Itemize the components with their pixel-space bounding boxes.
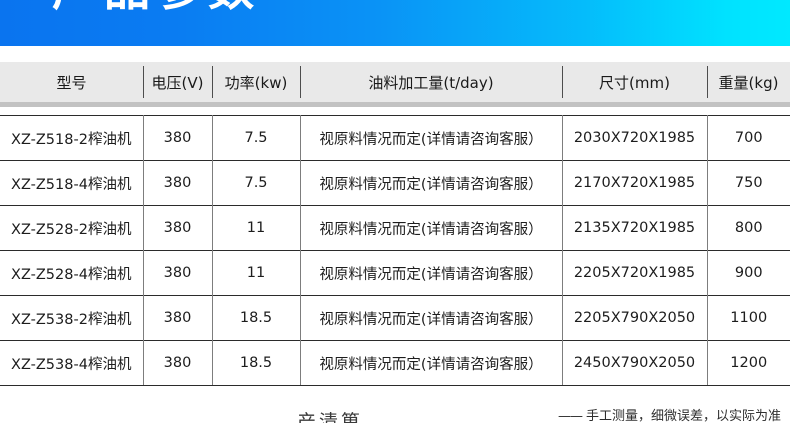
cell-weight: 1200 [707,340,790,386]
header-bottom-gap-cell [0,107,790,116]
column-header-model: 型号 [0,62,143,102]
table-row: XZ-Z518-4榨油机 380 7.5 视原料情况而定(详情请咨询客服） 21… [0,160,790,206]
column-header-size: 尺寸(mm) [562,62,707,102]
cell-weight: 800 [707,205,790,251]
cell-weight: 1100 [707,295,790,341]
cell-model: XZ-Z538-4榨油机 [0,340,144,386]
column-header-weight: 重量(kg) [707,62,790,102]
cell-weight: 700 [707,115,790,161]
cell-size: 2170X720X1985 [562,160,708,206]
cell-voltage: 380 [143,205,213,251]
cell-voltage: 380 [143,295,213,341]
table-row: XZ-Z528-4榨油机 380 11 视原料情况而定(详情请咨询客服） 220… [0,250,790,296]
footer-dash: —— [557,409,583,424]
cell-oil-capacity: 视原料情况而定(详情请咨询客服） [300,295,563,341]
table-row: XZ-Z538-4榨油机 380 18.5 视原料情况而定(详情请咨询客服） 2… [0,340,790,386]
table-row: XZ-Z518-2榨油机 380 7.5 视原料情况而定(详情请咨询客服） 20… [0,115,790,161]
cell-model: XZ-Z538-2榨油机 [0,295,144,341]
column-header-oil-capacity: 油料加工量(t/day) [300,62,562,102]
cell-power: 7.5 [212,160,301,206]
cell-size: 2205X720X1985 [562,250,708,296]
page-title: 产品参数 [52,0,260,12]
spec-table-container: 型号 电压(V) 功率(kw) 油料加工量(t/day) 尺寸(mm) 重量(k… [0,46,790,386]
header-top-spacer-cell [0,46,790,62]
cell-weight: 900 [707,250,790,296]
footer: 产清箅 —— 手工测量，细微误差，以实际为准 [0,398,790,425]
header-underline-bar [0,102,790,107]
cell-voltage: 380 [143,115,213,161]
column-header-voltage: 电压(V) [143,62,212,102]
cell-oil-capacity: 视原料情况而定(详情请咨询客服） [300,340,563,386]
cell-voltage: 380 [143,160,213,206]
cell-size: 2135X720X1985 [562,205,708,251]
cell-model: XZ-Z528-2榨油机 [0,205,144,251]
table-row: XZ-Z528-2榨油机 380 11 视原料情况而定(详情请咨询客服） 213… [0,205,790,251]
cell-power: 11 [212,205,301,251]
cell-size: 2450X790X2050 [562,340,708,386]
cell-power: 11 [212,250,301,296]
cell-weight: 750 [707,160,790,206]
spec-table-body: XZ-Z518-2榨油机 380 7.5 视原料情况而定(详情请咨询客服） 20… [0,115,790,386]
cell-model: XZ-Z518-4榨油机 [0,160,144,206]
cell-size: 2030X720X1985 [562,115,708,161]
header-underline [0,102,790,107]
spec-table: 型号 电压(V) 功率(kw) 油料加工量(t/day) 尺寸(mm) 重量(k… [0,46,790,386]
cell-voltage: 380 [143,250,213,296]
cell-voltage: 380 [143,340,213,386]
footer-note-text: 手工测量，细微误差，以实际为准 [585,409,781,424]
cell-oil-capacity: 视原料情况而定(详情请咨询客服） [300,115,563,161]
cell-power: 18.5 [212,295,301,341]
cell-power: 7.5 [212,115,301,161]
page-banner: 产品参数 [0,0,790,46]
spec-table-header-row: 型号 电压(V) 功率(kw) 油料加工量(t/day) 尺寸(mm) 重量(k… [0,62,790,102]
table-row: XZ-Z538-2榨油机 380 18.5 视原料情况而定(详情请咨询客服） 2… [0,295,790,341]
header-top-spacer [0,46,790,62]
cell-oil-capacity: 视原料情况而定(详情请咨询客服） [300,160,563,206]
cell-oil-capacity: 视原料情况而定(详情请咨询客服） [300,205,563,251]
column-header-power: 功率(kw) [212,62,300,102]
cell-oil-capacity: 视原料情况而定(详情请咨询客服） [300,250,563,296]
cell-model: XZ-Z518-2榨油机 [0,115,144,161]
footer-measurement-note: —— 手工测量，细微误差，以实际为准 [558,405,781,424]
spec-table-head: 型号 电压(V) 功率(kw) 油料加工量(t/day) 尺寸(mm) 重量(k… [0,46,790,116]
header-bottom-gap [0,107,790,116]
footer-clipped-heading: 产清箅 [297,411,364,423]
cell-size: 2205X790X2050 [562,295,708,341]
cell-model: XZ-Z528-4榨油机 [0,250,144,296]
cell-power: 18.5 [212,340,301,386]
